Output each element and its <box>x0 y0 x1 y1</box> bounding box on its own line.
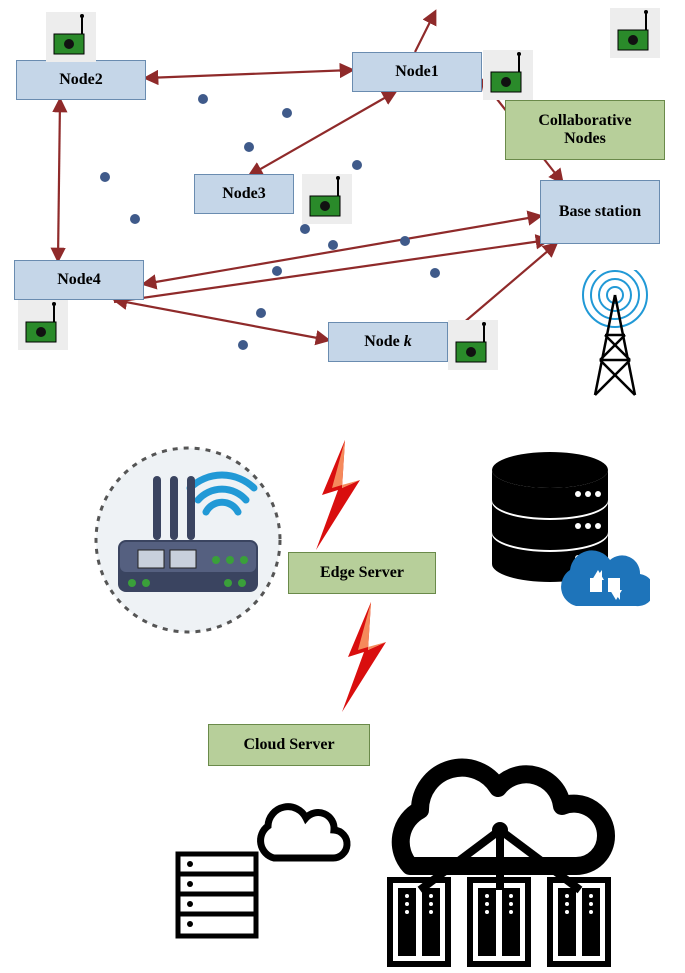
collab-text: CollaborativeNodes <box>538 112 631 149</box>
lightning-icon <box>336 602 396 712</box>
sensor-icon <box>483 50 533 100</box>
sensor-icon <box>610 8 660 58</box>
router-icon <box>88 440 288 640</box>
node-2: Node2 <box>16 60 146 100</box>
base-station-label: Base station <box>559 203 641 221</box>
node-3: Node3 <box>194 174 294 214</box>
tower-icon <box>560 270 670 400</box>
node-k: Node k <box>328 322 448 362</box>
server-rack-icon <box>168 796 368 946</box>
node-3-label: Node3 <box>222 185 266 203</box>
lightning-icon <box>310 440 370 550</box>
sensor-icon <box>302 174 352 224</box>
node-1: Node1 <box>352 52 482 92</box>
database-cloud-icon <box>470 450 650 620</box>
sensor-icon <box>448 320 498 370</box>
base-station: Base station <box>540 180 660 244</box>
node-4-label: Node4 <box>57 271 101 289</box>
node-4: Node4 <box>14 260 144 300</box>
node-2-label: Node2 <box>59 71 103 89</box>
node-1-label: Node1 <box>395 63 439 81</box>
edge-server-label: Edge Server <box>288 552 436 594</box>
collaborative-nodes-label: CollaborativeNodes <box>505 100 665 160</box>
cloud-servers-icon <box>350 730 650 970</box>
cloud-server-label: Cloud Server <box>208 724 370 766</box>
sensor-icon <box>18 300 68 350</box>
node-k-label: Node k <box>364 333 412 351</box>
sensor-icon <box>46 12 96 62</box>
